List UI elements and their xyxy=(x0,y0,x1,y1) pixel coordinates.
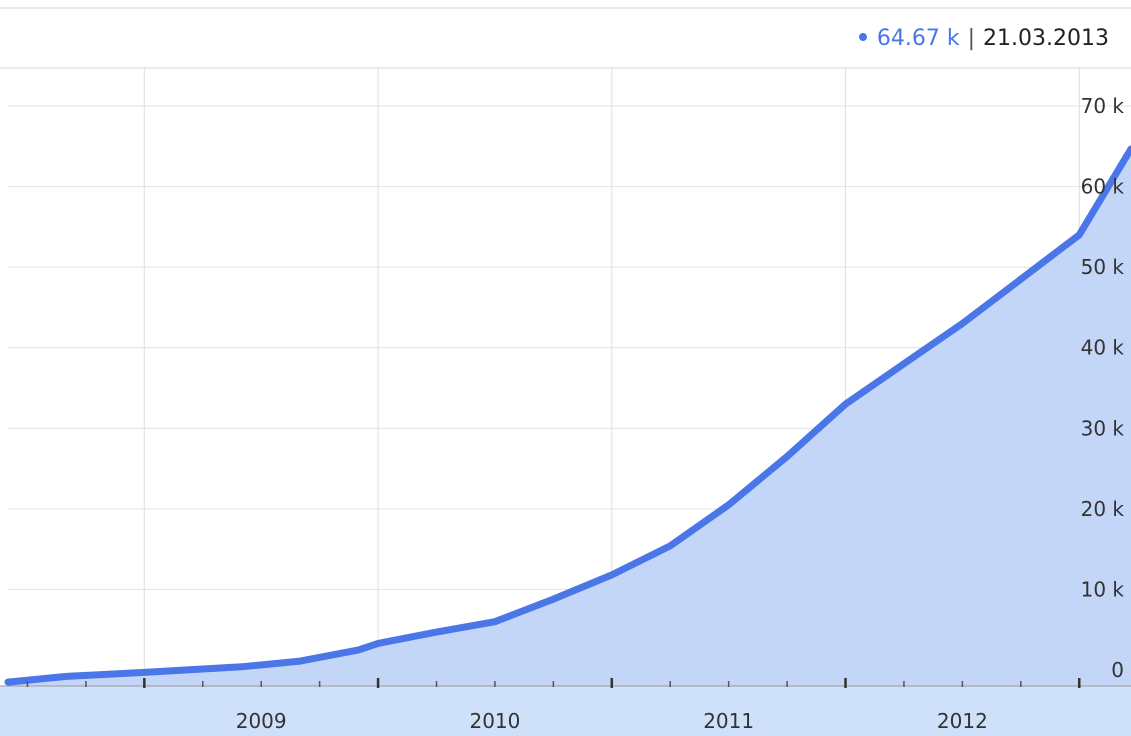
y-tick-label: 10 k xyxy=(1081,577,1125,601)
x-axis: 2009 2010 2011 2012 xyxy=(0,678,1131,736)
y-tick-label: 20 k xyxy=(1081,497,1125,521)
x-axis-band xyxy=(0,686,1131,736)
legend-date: 21.03.2013 xyxy=(983,26,1109,51)
y-tick-label: 70 k xyxy=(1081,94,1125,118)
series-dot-icon xyxy=(858,33,867,41)
series-area xyxy=(8,148,1131,686)
y-tick-label: 60 k xyxy=(1081,175,1125,199)
y-tick-label: 40 k xyxy=(1081,336,1125,360)
area-layer xyxy=(4,145,1131,686)
legend: 64.67 k | 21.03.2013 xyxy=(858,26,1109,51)
series-line xyxy=(4,145,1131,686)
y-axis: 0 10 k 20 k 30 k 40 k 50 k 60 k 70 k xyxy=(1081,94,1125,682)
y-tick-label: 50 k xyxy=(1081,255,1125,279)
x-tick-label: 2011 xyxy=(703,709,754,733)
y-tick-label: 0 xyxy=(1111,658,1124,682)
x-tick-label: 2009 xyxy=(236,709,287,733)
x-tick-label: 2010 xyxy=(469,709,520,733)
y-tick-label: 30 k xyxy=(1081,416,1125,440)
x-tick-label: 2012 xyxy=(937,709,988,733)
legend-value: 64.67 k xyxy=(876,26,960,51)
legend-separator: | xyxy=(967,26,976,51)
